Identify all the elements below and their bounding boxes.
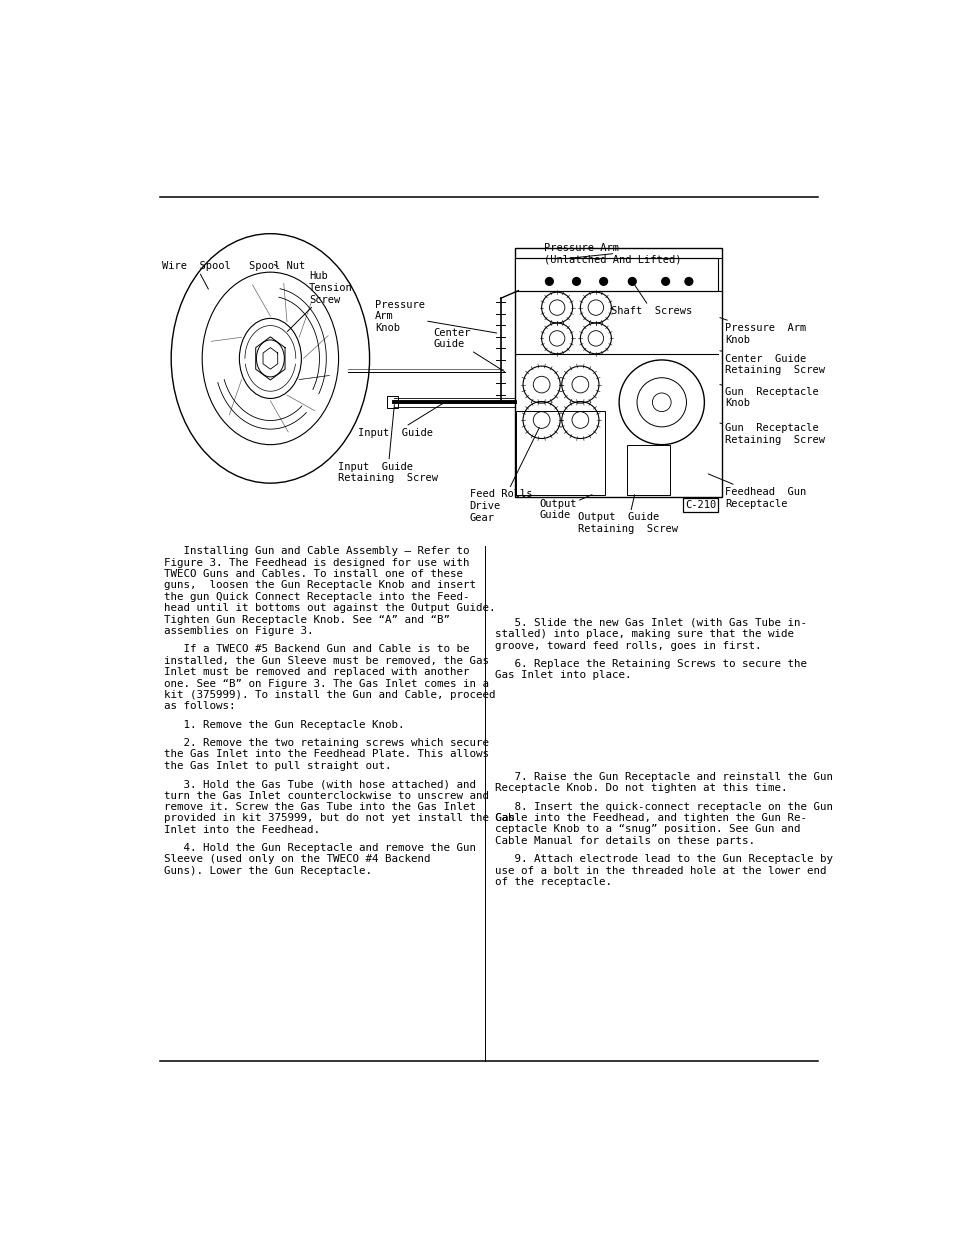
Text: 5. Slide the new Gas Inlet (with Gas Tube in-: 5. Slide the new Gas Inlet (with Gas Tub… (495, 618, 806, 627)
Text: Input  Guide: Input Guide (357, 403, 444, 437)
Text: Guns). Lower the Gun Receptacle.: Guns). Lower the Gun Receptacle. (164, 866, 372, 876)
Text: Figure 3. The Feedhead is designed for use with: Figure 3. The Feedhead is designed for u… (164, 558, 469, 568)
Text: 1. Remove the Gun Receptacle Knob.: 1. Remove the Gun Receptacle Knob. (164, 720, 404, 730)
Text: Gun  Receptacle
Knob: Gun Receptacle Knob (720, 384, 819, 409)
Circle shape (572, 278, 579, 285)
Text: Output  Guide
Retaining  Screw: Output Guide Retaining Screw (578, 495, 678, 534)
Text: Center  Guide
Retaining  Screw: Center Guide Retaining Screw (720, 351, 824, 375)
Text: groove, toward feed rolls, goes in first.: groove, toward feed rolls, goes in first… (495, 641, 760, 651)
Text: Gun  Receptacle
Retaining  Screw: Gun Receptacle Retaining Screw (720, 424, 824, 445)
Text: Shaft  Screws: Shaft Screws (611, 282, 692, 316)
Text: Cable into the Feedhead, and tighten the Gun Re-: Cable into the Feedhead, and tighten the… (495, 813, 806, 823)
Text: kit (375999). To install the Gun and Cable, proceed: kit (375999). To install the Gun and Cab… (164, 690, 496, 700)
Text: Hub
Tension
Screw: Hub Tension Screw (287, 272, 353, 331)
Text: Installing Gun and Cable Assembly — Refer to: Installing Gun and Cable Assembly — Refe… (164, 546, 469, 556)
Bar (387, 396, 397, 409)
Text: remove it. Screw the Gas Tube into the Gas Inlet: remove it. Screw the Gas Tube into the G… (164, 802, 476, 811)
Text: 2. Remove the two retaining screws which secure: 2. Remove the two retaining screws which… (164, 739, 489, 748)
Text: Pressure  Arm
Knob: Pressure Arm Knob (720, 317, 805, 345)
Text: If a TWECO #5 Backend Gun and Cable is to be: If a TWECO #5 Backend Gun and Cable is t… (164, 645, 469, 655)
Text: Gas Inlet into place.: Gas Inlet into place. (495, 671, 631, 680)
Circle shape (545, 278, 553, 285)
Text: 7. Raise the Gun Receptacle and reinstall the Gun: 7. Raise the Gun Receptacle and reinstal… (495, 772, 832, 782)
Text: the Gas Inlet into the Feedhead Plate. This allows: the Gas Inlet into the Feedhead Plate. T… (164, 750, 489, 760)
Text: Feedhead  Gun
Receptacle: Feedhead Gun Receptacle (707, 474, 805, 509)
Text: Center
Guide: Center Guide (433, 327, 504, 372)
Text: 4. Hold the Gun Receptacle and remove the Gun: 4. Hold the Gun Receptacle and remove th… (164, 844, 476, 853)
Circle shape (684, 278, 692, 285)
Text: Feed Rolls
Drive
Gear: Feed Rolls Drive Gear (469, 427, 538, 522)
Text: head until it bottoms out against the Output Guide.: head until it bottoms out against the Ou… (164, 603, 496, 614)
Text: use of a bolt in the threaded hole at the lower end: use of a bolt in the threaded hole at th… (495, 866, 825, 876)
Text: Pressure
Arm
Knob: Pressure Arm Knob (375, 300, 497, 333)
Text: 3. Hold the Gas Tube (with hose attached) and: 3. Hold the Gas Tube (with hose attached… (164, 779, 476, 789)
Text: of the receptacle.: of the receptacle. (495, 877, 612, 887)
Text: the gun Quick Connect Receptacle into the Feed-: the gun Quick Connect Receptacle into th… (164, 592, 469, 601)
Text: Sleeve (used only on the TWECO #4 Backend: Sleeve (used only on the TWECO #4 Backen… (164, 855, 430, 864)
Text: Tighten Gun Receptacle Knob. See “A” and “B”: Tighten Gun Receptacle Knob. See “A” and… (164, 615, 450, 625)
Text: guns,  loosen the Gun Receptacle Knob and insert: guns, loosen the Gun Receptacle Knob and… (164, 580, 476, 590)
Text: Receptacle Knob. Do not tighten at this time.: Receptacle Knob. Do not tighten at this … (495, 783, 787, 793)
Text: as follows:: as follows: (164, 701, 235, 711)
Text: ceptacle Knob to a “snug” position. See Gun and: ceptacle Knob to a “snug” position. See … (495, 825, 800, 835)
Text: installed, the Gun Sleeve must be removed, the Gas: installed, the Gun Sleeve must be remove… (164, 656, 489, 666)
Text: 9. Attach electrode lead to the Gun Receptacle by: 9. Attach electrode lead to the Gun Rece… (495, 855, 832, 864)
Bar (514, 258, 718, 290)
Text: Inlet must be removed and replaced with another: Inlet must be removed and replaced with … (164, 667, 469, 677)
Bar (626, 446, 669, 495)
Text: Output
Guide: Output Guide (538, 495, 592, 520)
Text: Wire  Spool: Wire Spool (162, 262, 231, 289)
Text: Spool Nut: Spool Nut (249, 262, 305, 272)
Text: Inlet into the Feedhead.: Inlet into the Feedhead. (164, 825, 320, 835)
Text: C-210: C-210 (684, 500, 716, 510)
Text: Input  Guide
Retaining  Screw: Input Guide Retaining Screw (337, 405, 437, 483)
Text: Cable Manual for details on these parts.: Cable Manual for details on these parts. (495, 836, 755, 846)
Text: assemblies on Figure 3.: assemblies on Figure 3. (164, 626, 314, 636)
Bar (516, 411, 604, 495)
Text: 6. Replace the Retaining Screws to secure the: 6. Replace the Retaining Screws to secur… (495, 659, 806, 669)
Bar (514, 248, 721, 496)
Circle shape (661, 278, 669, 285)
Text: turn the Gas Inlet counterclockwise to unscrew and: turn the Gas Inlet counterclockwise to u… (164, 790, 489, 800)
Circle shape (628, 278, 636, 285)
Circle shape (599, 278, 607, 285)
Text: stalled) into place, making sure that the wide: stalled) into place, making sure that th… (495, 630, 793, 640)
Text: the Gas Inlet to pull straight out.: the Gas Inlet to pull straight out. (164, 761, 392, 771)
Text: provided in kit 375999, but do not yet install the Gas: provided in kit 375999, but do not yet i… (164, 814, 515, 824)
Text: Pressure Arm
(Unlatched And Lifted): Pressure Arm (Unlatched And Lifted) (543, 243, 680, 264)
Text: one. See “B” on Figure 3. The Gas Inlet comes in a: one. See “B” on Figure 3. The Gas Inlet … (164, 678, 489, 689)
Text: TWECO Guns and Cables. To install one of these: TWECO Guns and Cables. To install one of… (164, 569, 463, 579)
Text: 8. Insert the quick-connect receptacle on the Gun: 8. Insert the quick-connect receptacle o… (495, 802, 832, 811)
